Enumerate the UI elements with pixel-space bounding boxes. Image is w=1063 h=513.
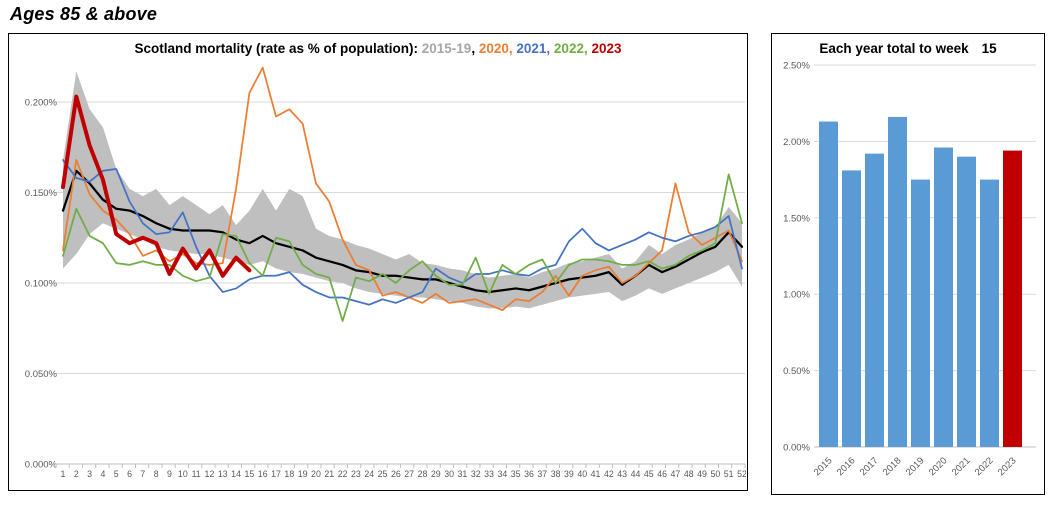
- svg-text:42: 42: [604, 469, 614, 479]
- svg-text:33: 33: [484, 469, 494, 479]
- svg-text:1: 1: [61, 469, 66, 479]
- svg-text:30: 30: [444, 469, 454, 479]
- svg-text:0.50%: 0.50%: [783, 366, 810, 377]
- svg-text:10: 10: [178, 469, 188, 479]
- line-chart-panel: Scotland mortality (rate as % of populat…: [8, 33, 748, 491]
- svg-text:0.150%: 0.150%: [25, 188, 58, 199]
- svg-text:2.00%: 2.00%: [783, 136, 810, 147]
- page-title: Ages 85 & above: [10, 4, 158, 24]
- svg-text:44: 44: [631, 469, 641, 479]
- charts-container: Scotland mortality (rate as % of populat…: [8, 33, 1045, 495]
- bar-chart-title-text: Each year total to week: [819, 41, 969, 56]
- svg-text:28: 28: [418, 469, 428, 479]
- bar-chart-canvas: 0.00%0.50%1.00%1.50%2.00%2.50%2015 2016 20…: [783, 60, 1036, 478]
- svg-text:40: 40: [577, 469, 587, 479]
- svg-text:52: 52: [737, 469, 746, 479]
- line-title-segment: 2021,: [516, 41, 554, 56]
- svg-text:38: 38: [551, 469, 561, 479]
- svg-text:47: 47: [671, 469, 681, 479]
- svg-text:2: 2: [74, 469, 79, 479]
- svg-text:0.100%: 0.100%: [25, 278, 58, 289]
- svg-text:39: 39: [564, 469, 574, 479]
- svg-text:2020: 2020: [927, 455, 950, 478]
- svg-text:21: 21: [324, 469, 334, 479]
- svg-text:43: 43: [617, 469, 627, 479]
- svg-text:5: 5: [114, 469, 119, 479]
- svg-text:25: 25: [378, 469, 388, 479]
- svg-text:17: 17: [271, 469, 281, 479]
- bar-chart-panel: Each year total to week 15 0.00% 0.50% 1.00…: [771, 33, 1045, 495]
- line-title-segment: ,: [471, 41, 479, 56]
- svg-text:7: 7: [140, 469, 145, 479]
- line-chart-title: Scotland mortality (rate as % of populat…: [9, 34, 747, 58]
- svg-text:13: 13: [218, 469, 228, 479]
- svg-text:41: 41: [591, 469, 601, 479]
- svg-text:29: 29: [431, 469, 441, 479]
- svg-text:14: 14: [231, 469, 241, 479]
- line-title-segment: 2015-19: [421, 41, 472, 56]
- svg-text:23: 23: [351, 469, 361, 479]
- svg-text:2022: 2022: [973, 455, 996, 478]
- svg-text:22: 22: [338, 469, 348, 479]
- line-title-segment: 2023: [591, 41, 622, 56]
- line-title-segment: 2022,: [553, 41, 592, 56]
- svg-text:24: 24: [364, 469, 374, 479]
- svg-text:8: 8: [154, 469, 159, 479]
- svg-text:0.000%: 0.000%: [25, 459, 58, 470]
- svg-text:1.00%: 1.00%: [783, 289, 810, 300]
- svg-text:0.050%: 0.050%: [25, 369, 58, 380]
- svg-text:35: 35: [511, 469, 521, 479]
- svg-text:16: 16: [258, 469, 268, 479]
- line-chart-canvas: 0.000%0.050%0.100%0.150%0.200%1 2 3 4 5 6 7 8 9 1…: [25, 66, 746, 479]
- svg-text:19: 19: [298, 469, 308, 479]
- svg-text:37: 37: [537, 469, 547, 479]
- svg-text:11: 11: [192, 469, 201, 479]
- svg-text:2018: 2018: [881, 455, 904, 478]
- svg-text:2.50%: 2.50%: [783, 60, 810, 71]
- svg-text:46: 46: [657, 469, 667, 479]
- svg-text:0.00%: 0.00%: [783, 442, 810, 453]
- svg-text:9: 9: [167, 469, 172, 479]
- bar-chart-title: Each year total to week 15: [772, 34, 1044, 58]
- svg-text:49: 49: [697, 469, 707, 479]
- line-title-segment: 2020,: [478, 41, 517, 56]
- svg-text:20: 20: [311, 469, 321, 479]
- svg-text:2015: 2015: [812, 455, 835, 478]
- svg-text:2017: 2017: [858, 455, 881, 478]
- svg-text:51: 51: [724, 469, 734, 479]
- svg-text:50: 50: [710, 469, 720, 479]
- svg-text:6: 6: [127, 469, 132, 479]
- svg-text:2016: 2016: [835, 455, 858, 478]
- svg-text:12: 12: [205, 469, 215, 479]
- svg-text:3: 3: [87, 469, 92, 479]
- svg-text:4: 4: [100, 469, 105, 479]
- svg-text:34: 34: [497, 469, 507, 479]
- line-title-segment: Scotland mortality (rate as % of populat…: [134, 41, 422, 56]
- svg-text:1.50%: 1.50%: [783, 213, 810, 224]
- svg-text:45: 45: [644, 469, 654, 479]
- svg-text:2023: 2023: [996, 455, 1019, 478]
- svg-text:32: 32: [471, 469, 481, 479]
- svg-text:15: 15: [244, 469, 254, 479]
- svg-text:36: 36: [524, 469, 534, 479]
- svg-text:27: 27: [404, 469, 414, 479]
- svg-text:26: 26: [391, 469, 401, 479]
- svg-text:18: 18: [284, 469, 294, 479]
- svg-text:0.200%: 0.200%: [25, 97, 58, 108]
- svg-text:31: 31: [458, 469, 468, 479]
- svg-text:2019: 2019: [904, 455, 927, 478]
- svg-text:48: 48: [684, 469, 694, 479]
- svg-text:2021: 2021: [950, 455, 973, 478]
- bar-chart-week-number: 15: [981, 41, 997, 56]
